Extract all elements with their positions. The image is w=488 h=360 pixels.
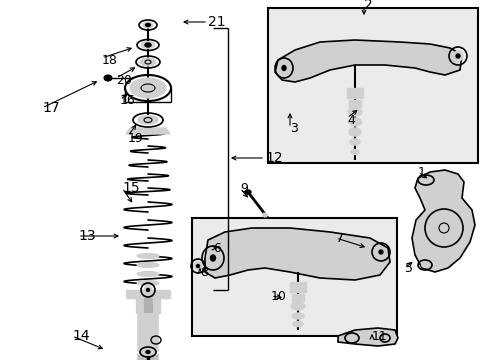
Ellipse shape (452, 51, 462, 61)
Ellipse shape (145, 43, 151, 47)
Ellipse shape (421, 177, 429, 183)
Text: 5: 5 (404, 261, 412, 274)
Ellipse shape (140, 58, 156, 66)
Text: 16: 16 (120, 94, 136, 107)
Ellipse shape (137, 280, 159, 285)
Ellipse shape (348, 118, 361, 126)
Ellipse shape (292, 321, 303, 327)
Ellipse shape (138, 116, 158, 125)
Text: 18: 18 (102, 54, 118, 67)
Ellipse shape (146, 288, 149, 292)
Bar (192, 218, 396, 336)
Text: 3: 3 (289, 122, 297, 135)
Ellipse shape (290, 302, 305, 310)
Ellipse shape (143, 286, 152, 294)
Text: 12: 12 (264, 151, 282, 165)
Text: 1: 1 (417, 166, 425, 179)
Ellipse shape (145, 23, 150, 27)
Text: 19: 19 (128, 131, 143, 144)
Ellipse shape (137, 253, 159, 258)
Polygon shape (138, 350, 158, 356)
Bar (289, 282, 305, 292)
Text: 2: 2 (363, 0, 372, 12)
Bar (138, 355, 158, 360)
Ellipse shape (421, 262, 427, 267)
Ellipse shape (130, 78, 165, 98)
Ellipse shape (347, 108, 361, 116)
Bar (138, 312, 158, 350)
Bar (143, 298, 152, 312)
Text: 6: 6 (213, 242, 221, 255)
Text: 9: 9 (240, 181, 247, 194)
Bar (136, 298, 160, 313)
Ellipse shape (375, 247, 385, 257)
Text: 15: 15 (122, 181, 140, 195)
Ellipse shape (262, 213, 267, 217)
Bar (346, 88, 362, 98)
Text: 13: 13 (78, 229, 96, 243)
Ellipse shape (429, 214, 457, 242)
Bar (126, 290, 170, 298)
Ellipse shape (196, 265, 199, 267)
Text: 7: 7 (335, 231, 343, 244)
Polygon shape (337, 328, 397, 346)
Text: 4: 4 (346, 113, 354, 126)
Ellipse shape (206, 251, 219, 265)
Ellipse shape (348, 336, 355, 341)
Polygon shape (204, 228, 389, 280)
Ellipse shape (279, 63, 288, 73)
Ellipse shape (104, 75, 112, 81)
Bar (348, 100, 360, 107)
Polygon shape (274, 40, 461, 82)
Ellipse shape (143, 349, 152, 355)
Polygon shape (126, 128, 170, 134)
Ellipse shape (137, 271, 159, 276)
Text: 21: 21 (207, 15, 225, 29)
Ellipse shape (142, 22, 153, 28)
Ellipse shape (282, 66, 285, 71)
Ellipse shape (291, 313, 304, 319)
Ellipse shape (210, 255, 215, 261)
Text: 20: 20 (116, 73, 132, 86)
Text: 8: 8 (200, 266, 207, 279)
Ellipse shape (348, 128, 360, 136)
Ellipse shape (244, 190, 250, 194)
Ellipse shape (141, 41, 155, 49)
Text: 17: 17 (42, 101, 60, 115)
Ellipse shape (137, 262, 159, 267)
Ellipse shape (146, 351, 150, 354)
Ellipse shape (378, 250, 382, 254)
Ellipse shape (349, 139, 359, 145)
Ellipse shape (194, 262, 202, 270)
Polygon shape (411, 170, 474, 272)
Bar (267, 8, 477, 163)
Text: 10: 10 (270, 289, 286, 302)
Ellipse shape (350, 149, 358, 154)
Ellipse shape (455, 54, 459, 58)
Text: 11: 11 (371, 329, 387, 342)
Bar (291, 294, 304, 301)
Text: 14: 14 (72, 329, 89, 343)
